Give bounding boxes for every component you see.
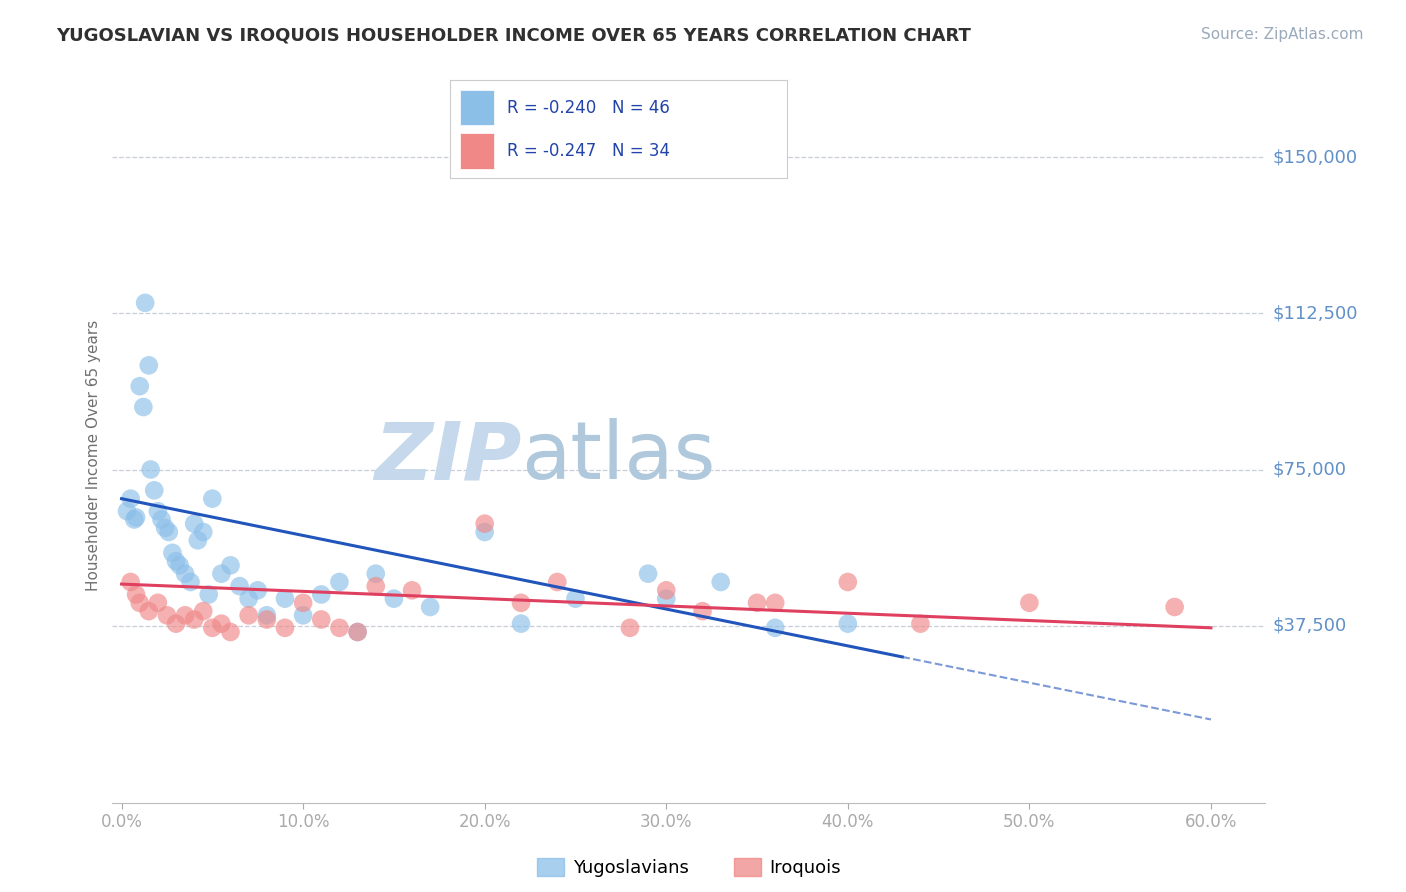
Point bbox=[274, 591, 297, 606]
Point bbox=[292, 596, 315, 610]
Point bbox=[132, 400, 155, 414]
Point bbox=[209, 566, 232, 581]
Point bbox=[122, 512, 145, 526]
Text: R = -0.240   N = 46: R = -0.240 N = 46 bbox=[508, 99, 671, 117]
Point bbox=[246, 583, 269, 598]
Point bbox=[619, 621, 641, 635]
Text: $37,500: $37,500 bbox=[1272, 616, 1347, 635]
Point bbox=[710, 574, 733, 589]
Point bbox=[763, 621, 786, 635]
Point bbox=[146, 596, 169, 610]
Point bbox=[292, 608, 315, 623]
Point bbox=[183, 612, 205, 626]
Point bbox=[238, 591, 260, 606]
Text: Source: ZipAtlas.com: Source: ZipAtlas.com bbox=[1201, 27, 1364, 42]
Point bbox=[837, 574, 859, 589]
Point bbox=[1163, 599, 1185, 614]
Point bbox=[219, 558, 242, 573]
Point bbox=[401, 583, 423, 598]
Point bbox=[143, 483, 166, 498]
Point bbox=[256, 612, 278, 626]
Point bbox=[128, 596, 150, 610]
Point bbox=[138, 604, 160, 618]
Point bbox=[125, 510, 148, 524]
Point bbox=[219, 625, 242, 640]
Point bbox=[419, 599, 441, 614]
Point bbox=[474, 516, 496, 531]
Point bbox=[165, 554, 187, 568]
Point bbox=[201, 621, 224, 635]
Point bbox=[1018, 596, 1040, 610]
Point bbox=[193, 604, 215, 618]
Point bbox=[156, 608, 179, 623]
Point bbox=[637, 566, 659, 581]
Y-axis label: Householder Income Over 65 years: Householder Income Over 65 years bbox=[86, 319, 101, 591]
Text: YUGOSLAVIAN VS IROQUOIS HOUSEHOLDER INCOME OVER 65 YEARS CORRELATION CHART: YUGOSLAVIAN VS IROQUOIS HOUSEHOLDER INCO… bbox=[56, 27, 972, 45]
Point bbox=[346, 625, 368, 640]
Text: ZIP: ZIP bbox=[374, 418, 522, 496]
Point bbox=[209, 616, 232, 631]
Point bbox=[546, 574, 568, 589]
Point bbox=[157, 524, 180, 539]
Point bbox=[120, 574, 142, 589]
Point bbox=[745, 596, 768, 610]
Point bbox=[138, 359, 160, 373]
Text: atlas: atlas bbox=[522, 418, 716, 496]
Point bbox=[510, 616, 533, 631]
Point bbox=[180, 574, 202, 589]
Point bbox=[364, 566, 387, 581]
Text: $112,500: $112,500 bbox=[1272, 304, 1358, 322]
Point bbox=[128, 379, 150, 393]
Point bbox=[328, 621, 350, 635]
Point bbox=[187, 533, 209, 548]
Point bbox=[174, 608, 197, 623]
Point bbox=[382, 591, 405, 606]
Text: $150,000: $150,000 bbox=[1272, 148, 1358, 166]
Point bbox=[139, 462, 162, 476]
Point bbox=[274, 621, 297, 635]
Point bbox=[150, 512, 173, 526]
Point bbox=[510, 596, 533, 610]
Point bbox=[692, 604, 714, 618]
Point bbox=[328, 574, 350, 589]
Point bbox=[910, 616, 932, 631]
Point bbox=[311, 587, 333, 601]
Point bbox=[364, 579, 387, 593]
Point bbox=[120, 491, 142, 506]
Point bbox=[115, 504, 138, 518]
Point bbox=[174, 566, 197, 581]
Point bbox=[256, 608, 278, 623]
Point bbox=[197, 587, 219, 601]
Bar bbox=[460, 90, 494, 126]
Point bbox=[201, 491, 224, 506]
Point bbox=[311, 612, 333, 626]
Point bbox=[146, 504, 169, 518]
Point bbox=[837, 616, 859, 631]
Point bbox=[165, 616, 187, 631]
Point bbox=[564, 591, 586, 606]
Bar bbox=[460, 133, 494, 169]
Point bbox=[183, 516, 205, 531]
Point bbox=[346, 625, 368, 640]
Point bbox=[655, 591, 678, 606]
Point bbox=[169, 558, 191, 573]
Point bbox=[193, 524, 215, 539]
Point bbox=[162, 546, 184, 560]
Point bbox=[228, 579, 250, 593]
Point bbox=[238, 608, 260, 623]
Point bbox=[125, 587, 148, 601]
Text: R = -0.247   N = 34: R = -0.247 N = 34 bbox=[508, 142, 671, 160]
Point bbox=[655, 583, 678, 598]
Text: $75,000: $75,000 bbox=[1272, 460, 1347, 478]
Legend: Yugoslavians, Iroquois: Yugoslavians, Iroquois bbox=[529, 850, 849, 884]
Point bbox=[134, 296, 156, 310]
Point bbox=[763, 596, 786, 610]
Point bbox=[153, 521, 176, 535]
Point bbox=[474, 524, 496, 539]
